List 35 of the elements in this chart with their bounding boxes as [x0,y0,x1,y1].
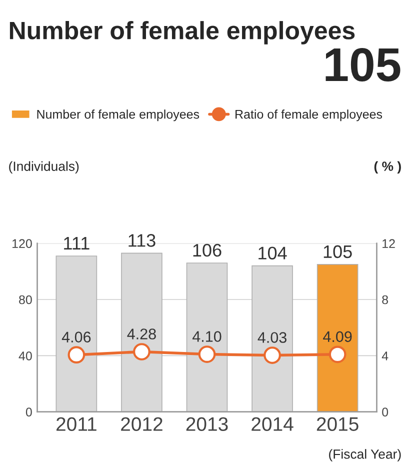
data-label: 106 [193,244,222,257]
y2-tick-label: 0 [382,408,388,416]
y-tick-label: 120 [12,239,32,248]
bar [252,265,293,412]
data-label: 4.09 [323,331,352,342]
data-label: 4.06 [62,332,91,342]
data-label: 4.10 [192,331,222,342]
data-label: 105 [324,245,352,258]
legend-label: Ratio of female employees [236,110,382,122]
x-axis-title: (Fiscal Year) [329,449,401,462]
y2-tick-label: 4 [382,352,388,360]
data-label: 111 [64,237,90,250]
x-tick-label: 2012 [121,417,162,431]
y2-tick-label: 12 [382,239,395,248]
y-tick-label: 80 [19,295,32,304]
bar [121,252,162,412]
x-tick-label: 2014 [252,417,294,431]
data-label: 104 [258,246,287,260]
data-label: 4.03 [258,332,286,343]
legend-label: Number of female employees [37,110,200,122]
bar [316,264,358,412]
y2-axis-title: ( % ) [374,161,401,174]
bar [56,256,98,412]
chart-title: Number of female employees [10,21,355,44]
y2-tick-label: 8 [382,295,388,304]
y-axis-title: (Individuals) [9,161,79,174]
data-label: 4.28 [127,328,156,340]
x-tick-label: 2015 [316,417,358,431]
x-tick-label: 2011 [56,417,96,431]
y-tick-label: 40 [18,351,32,360]
y-tick-label: 0 [26,408,32,416]
data-label: 113 [128,234,156,247]
text: 105 [326,48,400,82]
bar [186,262,228,412]
x-tick-label: 2013 [186,417,228,431]
